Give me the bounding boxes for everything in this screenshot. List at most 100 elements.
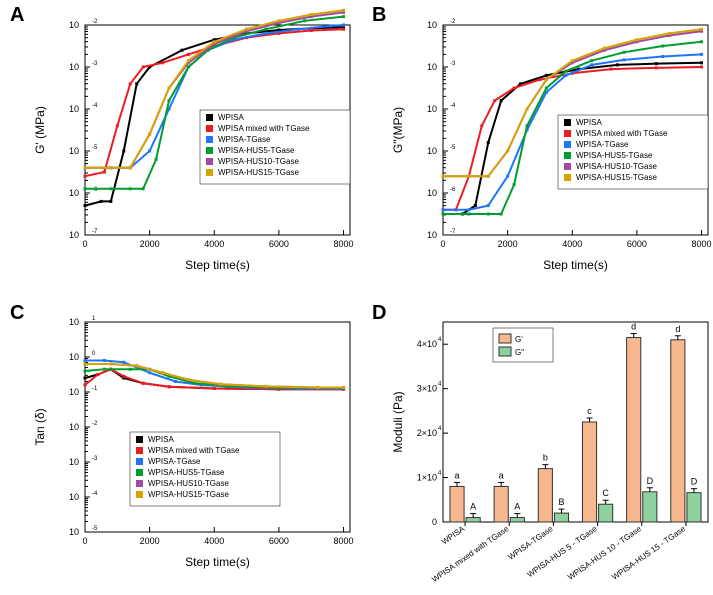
svg-text:a: a <box>455 470 460 480</box>
svg-text:Moduli (Pa): Moduli (Pa) <box>391 391 405 452</box>
svg-text:d: d <box>675 324 680 334</box>
svg-text:Step time(s): Step time(s) <box>185 258 250 272</box>
svg-text:10: 10 <box>69 422 79 432</box>
svg-text:4000: 4000 <box>204 536 224 546</box>
svg-text:WPISA mixed with TGase: WPISA mixed with TGase <box>576 129 668 138</box>
svg-text:A: A <box>514 502 520 512</box>
svg-text:10: 10 <box>69 188 79 198</box>
panel-label-d: D <box>372 302 386 325</box>
svg-text:0: 0 <box>82 239 87 249</box>
svg-text:10: 10 <box>427 188 437 198</box>
svg-text:0: 0 <box>92 351 96 357</box>
svg-text:10: 10 <box>427 104 437 114</box>
svg-text:10: 10 <box>69 317 79 327</box>
svg-text:WPISA-TGase: WPISA-TGase <box>218 135 271 144</box>
svg-text:G' (MPa): G' (MPa) <box>33 106 47 154</box>
svg-text:G': G' <box>515 335 523 344</box>
svg-text:G": G" <box>515 348 524 357</box>
svg-text:4: 4 <box>438 382 442 388</box>
svg-text:10: 10 <box>69 457 79 467</box>
svg-text:8000: 8000 <box>334 239 354 249</box>
svg-text:-2: -2 <box>92 19 98 25</box>
svg-text:10: 10 <box>69 387 79 397</box>
svg-text:10: 10 <box>69 62 79 72</box>
svg-text:10: 10 <box>69 230 79 240</box>
svg-text:WPISA-HUS5-TGase: WPISA-HUS5-TGase <box>218 146 295 155</box>
svg-text:G"(MPa): G"(MPa) <box>391 107 405 153</box>
svg-text:WPISA: WPISA <box>576 118 602 127</box>
svg-text:8000: 8000 <box>334 536 354 546</box>
svg-text:2000: 2000 <box>498 239 518 249</box>
panel-a-chart: 0200040006000800010-710-610-510-410-310-… <box>30 15 360 275</box>
svg-text:WPISA-HUS10-TGase: WPISA-HUS10-TGase <box>576 162 657 171</box>
panel-b-chart: 0200040006000800010-710-610-510-410-310-… <box>388 15 713 275</box>
svg-text:WPISA-HUS15-TGase: WPISA-HUS15-TGase <box>576 173 657 182</box>
svg-text:4000: 4000 <box>562 239 582 249</box>
svg-text:Step time(s): Step time(s) <box>185 555 250 569</box>
svg-text:-7: -7 <box>92 229 98 235</box>
svg-text:10: 10 <box>69 527 79 537</box>
svg-text:2000: 2000 <box>140 536 160 546</box>
svg-text:-5: -5 <box>92 145 98 151</box>
svg-text:8000: 8000 <box>692 239 712 249</box>
svg-text:3×10: 3×10 <box>417 384 437 394</box>
svg-text:B: B <box>558 497 564 507</box>
svg-text:-6: -6 <box>450 187 456 193</box>
svg-text:-5: -5 <box>92 526 98 532</box>
svg-text:WPISA-HUS15-TGase: WPISA-HUS15-TGase <box>218 168 299 177</box>
panel-label-b: B <box>372 4 386 27</box>
svg-text:10: 10 <box>427 62 437 72</box>
svg-text:d: d <box>631 322 636 332</box>
svg-text:0: 0 <box>440 239 445 249</box>
svg-text:10: 10 <box>69 104 79 114</box>
panel-label-c: C <box>10 302 24 325</box>
svg-text:-3: -3 <box>92 61 98 67</box>
svg-text:A: A <box>470 502 476 512</box>
svg-text:-7: -7 <box>450 229 456 235</box>
svg-text:D: D <box>691 477 698 487</box>
svg-text:WPISA-HUS10-TGase: WPISA-HUS10-TGase <box>148 479 229 488</box>
svg-text:4: 4 <box>438 337 442 343</box>
svg-text:-2: -2 <box>450 19 456 25</box>
svg-text:WPISA-TGase: WPISA-TGase <box>148 457 201 466</box>
svg-text:6000: 6000 <box>627 239 647 249</box>
svg-text:10: 10 <box>69 492 79 502</box>
svg-text:4: 4 <box>438 471 442 477</box>
svg-text:1: 1 <box>92 316 96 322</box>
svg-text:1×10: 1×10 <box>417 473 437 483</box>
svg-text:c: c <box>587 406 592 416</box>
svg-text:0: 0 <box>82 536 87 546</box>
svg-text:WPISA-HUS5-TGase: WPISA-HUS5-TGase <box>576 151 653 160</box>
svg-text:Step time(s): Step time(s) <box>543 258 608 272</box>
svg-text:a: a <box>499 470 504 480</box>
svg-text:-1: -1 <box>92 386 98 392</box>
svg-text:2000: 2000 <box>140 239 160 249</box>
panel-d-chart: 01×1042×1043×1044×104Moduli (Pa)aAWPISAa… <box>388 312 713 592</box>
panel-label-a: A <box>10 4 24 27</box>
svg-text:WPISA-HUS 15 - TGase: WPISA-HUS 15 - TGase <box>610 524 687 582</box>
svg-text:10: 10 <box>427 20 437 30</box>
svg-text:0: 0 <box>432 517 437 527</box>
panel-c-chart: 0200040006000800010-510-410-310-210-1100… <box>30 312 360 572</box>
svg-text:Tan (δ): Tan (δ) <box>33 408 47 445</box>
svg-text:WPISA mixed with TGase: WPISA mixed with TGase <box>148 446 240 455</box>
svg-text:4: 4 <box>438 426 442 432</box>
svg-text:-5: -5 <box>450 145 456 151</box>
svg-text:6000: 6000 <box>269 536 289 546</box>
svg-text:D: D <box>647 476 654 486</box>
svg-text:-4: -4 <box>450 103 456 109</box>
svg-text:10: 10 <box>69 352 79 362</box>
svg-text:WPISA mixed with TGase: WPISA mixed with TGase <box>218 124 310 133</box>
svg-text:WPISA-HUS10-TGase: WPISA-HUS10-TGase <box>218 157 299 166</box>
svg-text:4000: 4000 <box>204 239 224 249</box>
svg-text:b: b <box>543 453 548 463</box>
svg-text:WPISA-HUS15-TGase: WPISA-HUS15-TGase <box>148 490 229 499</box>
svg-text:WPISA-HUS5-TGase: WPISA-HUS5-TGase <box>148 468 225 477</box>
svg-text:10: 10 <box>69 20 79 30</box>
svg-text:-4: -4 <box>92 491 98 497</box>
svg-text:10: 10 <box>427 230 437 240</box>
svg-text:-4: -4 <box>92 103 98 109</box>
svg-text:2×10: 2×10 <box>417 428 437 438</box>
svg-text:WPISA: WPISA <box>218 113 244 122</box>
svg-text:WPISA mixed with TGase: WPISA mixed with TGase <box>430 524 511 584</box>
